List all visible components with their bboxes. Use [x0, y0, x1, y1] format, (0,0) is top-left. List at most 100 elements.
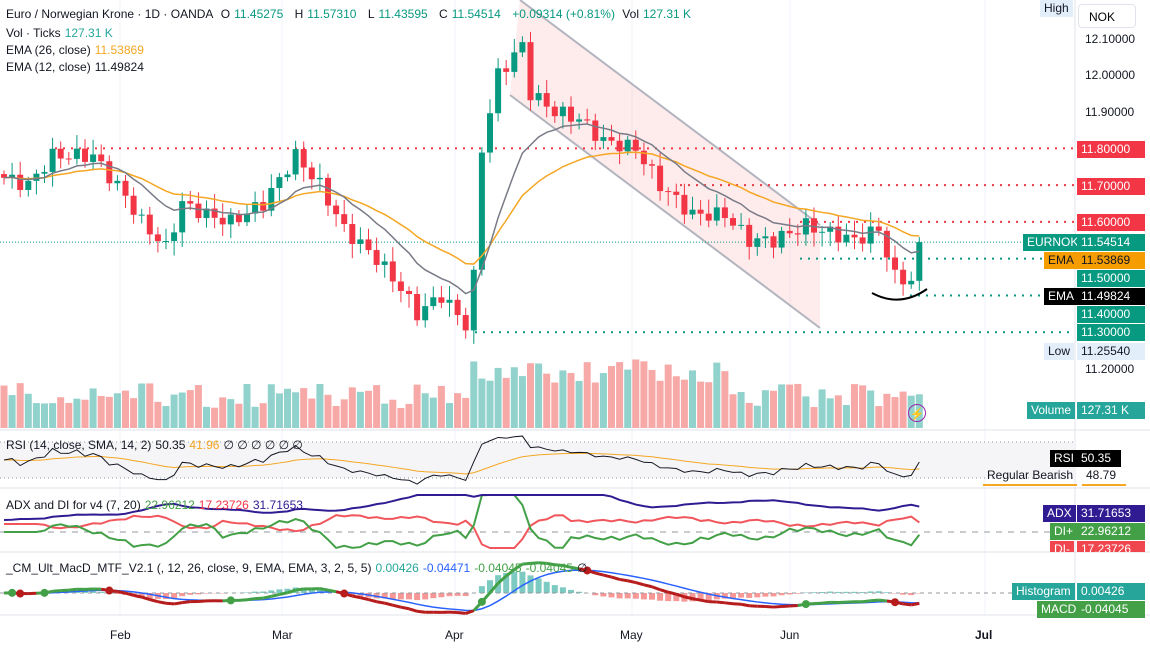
lightning-icon[interactable]: ⚡ — [908, 404, 926, 422]
candle — [430, 297, 437, 307]
macd-histogram-bar — [624, 593, 631, 599]
macd-line-segment — [675, 592, 685, 599]
rsi-legend[interactable]: RSI (14, close, SMA, 14, 2) 50.35 41.96 ∅ ∅… — [6, 438, 307, 452]
volume-bar — [802, 396, 810, 428]
macd-line-segment — [643, 583, 653, 589]
volume-bar — [770, 390, 777, 428]
macd-histogram-bar — [478, 586, 485, 593]
volume-bar — [551, 382, 559, 428]
macd-cross-dot — [226, 596, 235, 605]
macd-histogram-bar — [527, 575, 534, 593]
candle — [713, 207, 720, 221]
macd-histogram-bar — [406, 593, 412, 600]
macd-line-segment — [724, 601, 734, 606]
macd-line-segment — [198, 599, 207, 604]
macd-histogram-bar — [114, 593, 121, 594]
candle — [632, 139, 639, 151]
candle — [365, 239, 372, 251]
volume-bar — [413, 384, 421, 428]
volume-bar — [243, 384, 251, 428]
rsi-tag: 50.35 — [1077, 450, 1121, 467]
volume-bar — [146, 383, 154, 428]
macd-histogram-bar — [746, 593, 753, 598]
vol-legend[interactable]: Vol · Ticks 127.31 K — [6, 26, 117, 40]
candle — [414, 294, 421, 321]
macd-line-segment — [902, 602, 912, 607]
macd-histogram-bar — [551, 585, 558, 593]
macd-line-segment — [659, 588, 669, 594]
macd-histogram-bar — [916, 593, 923, 594]
currency-button[interactable]: NOK — [1078, 4, 1136, 28]
candle — [33, 173, 40, 181]
volume-bar — [899, 391, 907, 428]
symbol-legend: Euro / Norwegian Krone · 1D · OANDA O 11.… — [6, 7, 699, 21]
macd-line-segment — [488, 582, 500, 594]
volume-bar — [324, 394, 332, 428]
ema26-legend[interactable]: EMA (26, close) 11.53869 — [6, 43, 148, 57]
ema26-line — [3, 151, 920, 265]
time-label-may: May — [620, 628, 643, 642]
ema12-line — [3, 123, 920, 295]
macd-line-segment — [52, 589, 61, 593]
high-value: 11.57310 — [307, 7, 357, 21]
volume-bar — [494, 367, 502, 428]
volume-bar — [689, 370, 696, 428]
candle — [576, 119, 583, 122]
volume-bar — [316, 384, 324, 428]
volume-bar — [122, 390, 129, 428]
candle — [802, 218, 809, 235]
macd-line-segment — [700, 598, 709, 604]
di-minus-value: 17.23726 — [198, 498, 249, 512]
candle — [227, 214, 234, 225]
macd-line-segment — [68, 587, 78, 592]
candle — [325, 177, 331, 206]
candle — [689, 209, 696, 215]
macd-histogram-bar — [252, 591, 259, 593]
candle — [268, 188, 275, 211]
di-minus-line — [4, 514, 920, 549]
rsi-sma-value: 41.96 — [189, 438, 220, 452]
ema12-legend[interactable]: EMA (12, close) 11.49824 — [6, 60, 148, 74]
macd-histogram-bar — [851, 591, 858, 593]
macd-cross-dot — [801, 600, 810, 609]
candle — [203, 208, 210, 219]
candle — [195, 203, 202, 219]
volume-bar — [308, 398, 316, 428]
macd-line-segment — [117, 590, 126, 595]
volume-bar — [729, 394, 737, 428]
volume-bar — [745, 402, 753, 428]
open-value: 11.45275 — [234, 7, 284, 21]
candle — [235, 214, 242, 223]
macd-histogram-bar — [576, 591, 583, 593]
candle — [762, 236, 769, 239]
volume-bar — [389, 399, 397, 428]
candle — [754, 238, 761, 247]
macd-line-segment — [368, 598, 377, 604]
level-tag-11.6: 11.60000 — [1077, 214, 1145, 231]
histogram-tag: 0.00426 — [1077, 583, 1145, 600]
adx-legend[interactable]: ADX and DI for v4 (7, 20) 22.96212 17.2372… — [6, 498, 307, 512]
vol-value: 127.31 K — [642, 7, 692, 21]
macd-histogram-bar — [843, 591, 850, 593]
volume-bar — [753, 405, 761, 428]
histogram-tag-label: Histogram — [1012, 583, 1075, 600]
volume-bar — [713, 362, 721, 428]
volume-bar — [24, 393, 32, 428]
volume-bar — [138, 383, 146, 428]
macd-histogram-bar — [244, 592, 250, 593]
volume-bar — [664, 364, 672, 428]
macd-line-segment — [651, 585, 661, 592]
macd-legend[interactable]: _CM_Ult_MacD_MTF_V2.1 (, 12, 26, close, … — [6, 561, 591, 575]
macd-line-segment — [749, 604, 758, 608]
ema26-tag-label: EMA — [1044, 252, 1079, 269]
macd-histogram-bar — [462, 593, 469, 597]
candle — [487, 113, 493, 153]
candle — [608, 137, 615, 141]
macd-tag-label: MACD — [1037, 601, 1081, 618]
macd-histogram-bar — [82, 591, 88, 593]
macd-cross-dot — [105, 586, 114, 595]
level-tag-11.8: 11.80000 — [1077, 141, 1145, 158]
candle — [357, 239, 364, 244]
candle — [179, 201, 186, 233]
